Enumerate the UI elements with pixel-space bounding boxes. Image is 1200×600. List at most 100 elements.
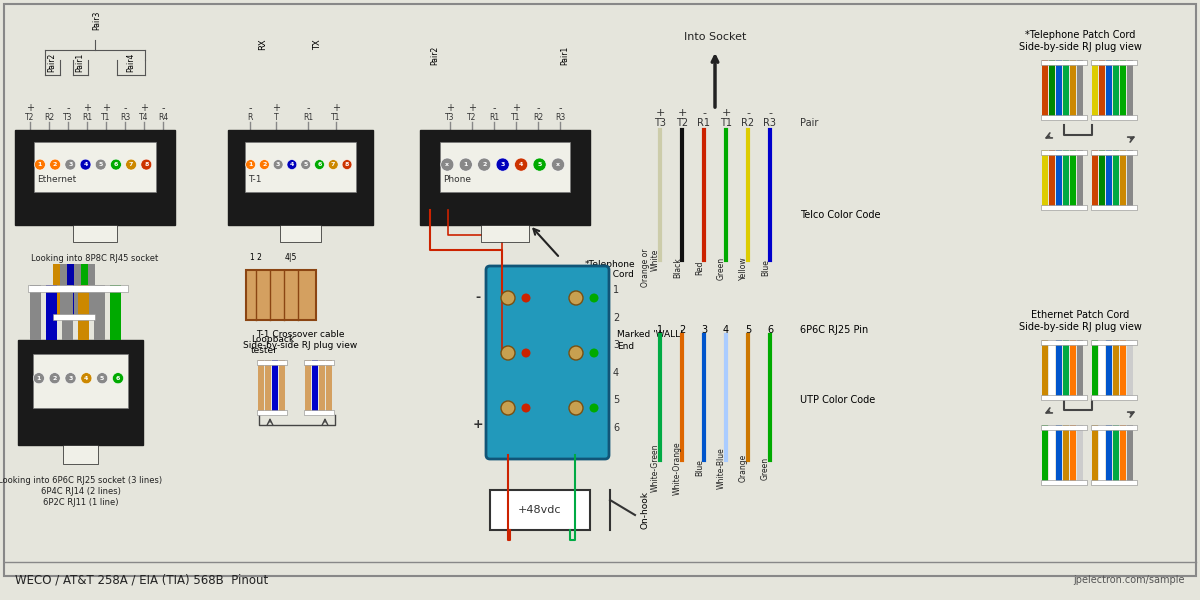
Circle shape: [34, 373, 44, 384]
Bar: [1092, 340, 1098, 400]
Text: +: +: [721, 108, 731, 118]
Text: Blue: Blue: [761, 260, 770, 277]
Text: 2: 2: [53, 162, 58, 167]
Circle shape: [49, 373, 60, 384]
Text: 6: 6: [767, 325, 773, 335]
Bar: [1091, 60, 1138, 65]
Text: -: -: [475, 292, 480, 304]
Text: 1: 1: [37, 376, 41, 381]
Bar: [312, 360, 318, 415]
Text: Green: Green: [761, 457, 770, 479]
Bar: [1042, 340, 1048, 400]
Bar: [1099, 150, 1105, 210]
Circle shape: [552, 158, 564, 171]
Text: R1: R1: [302, 113, 313, 122]
Text: 4: 4: [83, 162, 88, 167]
Bar: [1120, 425, 1126, 485]
Text: Loopback: Loopback: [251, 335, 294, 344]
Text: 2: 2: [613, 313, 619, 323]
Text: -: -: [306, 103, 310, 113]
Text: Looking into 8P8C RJ45 socket: Looking into 8P8C RJ45 socket: [31, 254, 158, 263]
Text: R4: R4: [158, 113, 168, 122]
Text: -: -: [536, 103, 540, 113]
Text: -: -: [492, 103, 496, 113]
Text: T4: T4: [139, 113, 149, 122]
Text: Into Socket: Into Socket: [684, 32, 746, 42]
Circle shape: [126, 159, 137, 170]
Text: 3: 3: [68, 376, 73, 381]
Text: 2: 2: [53, 376, 56, 381]
Text: T1: T1: [101, 113, 110, 122]
Text: 4: 4: [84, 376, 89, 381]
Text: -: -: [47, 103, 50, 113]
Circle shape: [95, 159, 106, 170]
Circle shape: [274, 160, 283, 170]
Bar: [1063, 60, 1069, 120]
Bar: [1078, 425, 1084, 485]
Text: Black: Black: [673, 257, 682, 278]
Text: 2: 2: [482, 162, 486, 167]
Text: +: +: [102, 103, 110, 113]
Text: T1: T1: [331, 113, 341, 122]
Bar: [1049, 60, 1055, 120]
Text: Yellow: Yellow: [739, 256, 748, 280]
Bar: [1042, 395, 1087, 400]
Circle shape: [342, 160, 352, 170]
Bar: [1042, 60, 1087, 65]
Text: UTP Color Code: UTP Color Code: [800, 395, 875, 405]
Circle shape: [522, 293, 530, 302]
Text: +48vdc: +48vdc: [518, 505, 562, 515]
Text: -: -: [768, 108, 772, 118]
Text: +: +: [468, 103, 476, 113]
Text: -: -: [702, 108, 706, 118]
Text: Orange: Orange: [739, 454, 748, 482]
Text: 1: 1: [248, 162, 253, 167]
Bar: [1049, 150, 1055, 210]
Bar: [1070, 425, 1076, 485]
Bar: [1063, 150, 1069, 210]
Circle shape: [502, 401, 515, 415]
Text: *Telephone
Patch Cord: *Telephone Patch Cord: [586, 260, 636, 280]
Text: 3: 3: [500, 162, 505, 167]
Text: 6P4C RJ14 (2 lines): 6P4C RJ14 (2 lines): [41, 487, 120, 496]
Text: +: +: [655, 108, 665, 118]
Bar: [1042, 60, 1048, 120]
Text: 6: 6: [114, 162, 118, 167]
Text: 4: 4: [518, 162, 523, 167]
Circle shape: [80, 373, 92, 384]
Bar: [304, 360, 334, 365]
Text: TX: TX: [313, 39, 323, 50]
Text: Orange or
White: Orange or White: [641, 249, 660, 287]
Bar: [1056, 60, 1062, 120]
Text: +: +: [332, 103, 340, 113]
Text: 6P2C RJ11 (1 line): 6P2C RJ11 (1 line): [43, 498, 119, 507]
Bar: [1091, 425, 1138, 430]
Text: -: -: [66, 103, 70, 113]
Bar: [1099, 425, 1105, 485]
Bar: [281, 225, 320, 242]
Text: 1: 1: [463, 162, 468, 167]
Bar: [1049, 425, 1055, 485]
Text: Pair2: Pair2: [48, 53, 56, 72]
Text: T-1: T-1: [248, 175, 262, 184]
Bar: [1042, 115, 1087, 120]
Bar: [1114, 425, 1120, 485]
Circle shape: [65, 373, 76, 384]
Bar: [1092, 60, 1098, 120]
Text: 4: 4: [722, 325, 730, 335]
Text: T-1 Crossover cable: T-1 Crossover cable: [256, 330, 344, 339]
Text: R3: R3: [763, 118, 776, 128]
Bar: [1099, 60, 1105, 120]
Text: +: +: [28, 327, 36, 337]
Text: 4: 4: [289, 162, 294, 167]
Text: 1 2: 1 2: [250, 253, 262, 262]
Bar: [1092, 425, 1098, 485]
Circle shape: [301, 160, 311, 170]
Text: 3: 3: [276, 162, 281, 167]
Bar: [1042, 480, 1087, 485]
Circle shape: [110, 159, 121, 170]
Text: R1: R1: [82, 113, 92, 122]
Bar: [1091, 340, 1138, 345]
Bar: [1091, 150, 1138, 155]
Text: +: +: [272, 103, 280, 113]
